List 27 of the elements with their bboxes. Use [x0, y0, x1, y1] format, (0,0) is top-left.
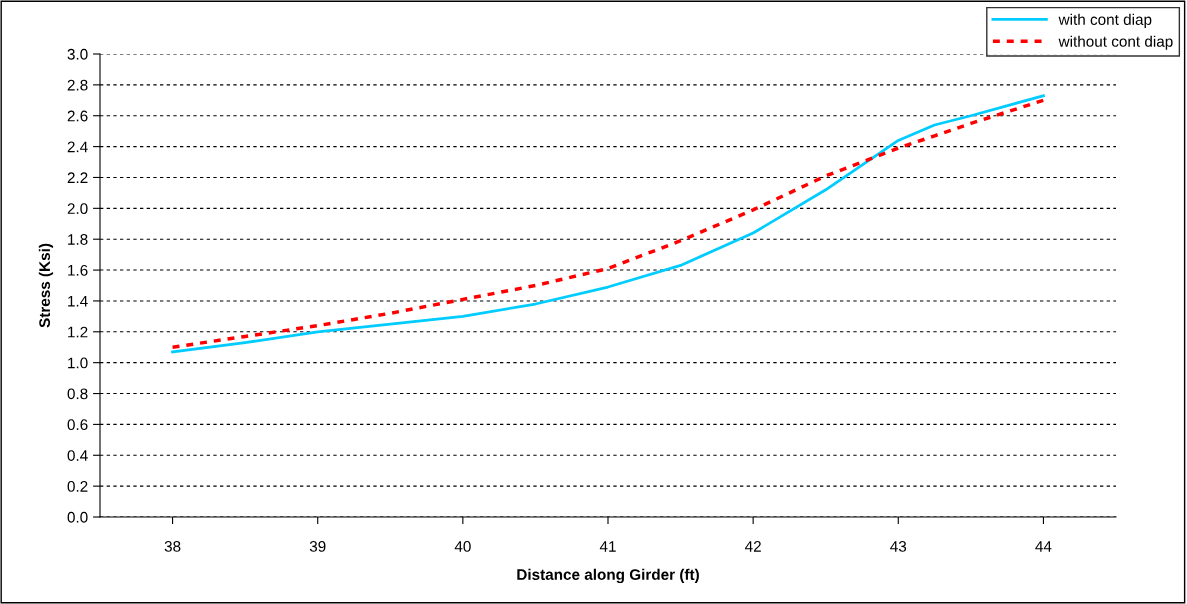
y-tick-label: 3.0 — [67, 48, 88, 60]
x-tick-label: 41 — [599, 541, 616, 552]
y-tick-label: 0.0 — [67, 511, 88, 523]
x-tick-label: 40 — [454, 541, 471, 552]
y-tick-label: 0.8 — [67, 388, 88, 400]
legend-label: without cont diap — [1058, 35, 1173, 50]
y-tick-label: 1.2 — [68, 326, 88, 338]
x-tick-label: 38 — [164, 541, 181, 552]
x-tick-label: 42 — [745, 541, 761, 552]
y-tick-label: 2.2 — [67, 172, 88, 183]
y-tick-label: 2.4 — [67, 141, 88, 153]
x-tick-label: 43 — [890, 541, 907, 552]
x-tick-label: 44 — [1035, 541, 1052, 552]
y-tick-label: 0.6 — [67, 419, 88, 431]
y-tick-label: 1.8 — [68, 234, 88, 245]
y-tick-label: 1.6 — [68, 264, 88, 276]
y-tick-label: 0.4 — [67, 450, 88, 461]
y-axis-title: Stress (Ksi) — [38, 243, 54, 328]
y-tick-label: 2.0 — [67, 203, 88, 215]
x-axis-title: Distance along Girder (ft) — [517, 568, 699, 584]
y-tick-label: 2.8 — [67, 79, 88, 91]
y-tick-label: 1.4 — [68, 295, 88, 307]
y-tick-label: 1.0 — [68, 357, 88, 369]
x-tick-label: 39 — [309, 541, 326, 552]
legend-label: with cont diap — [1058, 13, 1152, 28]
y-tick-label: 0.2 — [67, 481, 88, 492]
y-tick-label: 2.6 — [67, 110, 88, 122]
